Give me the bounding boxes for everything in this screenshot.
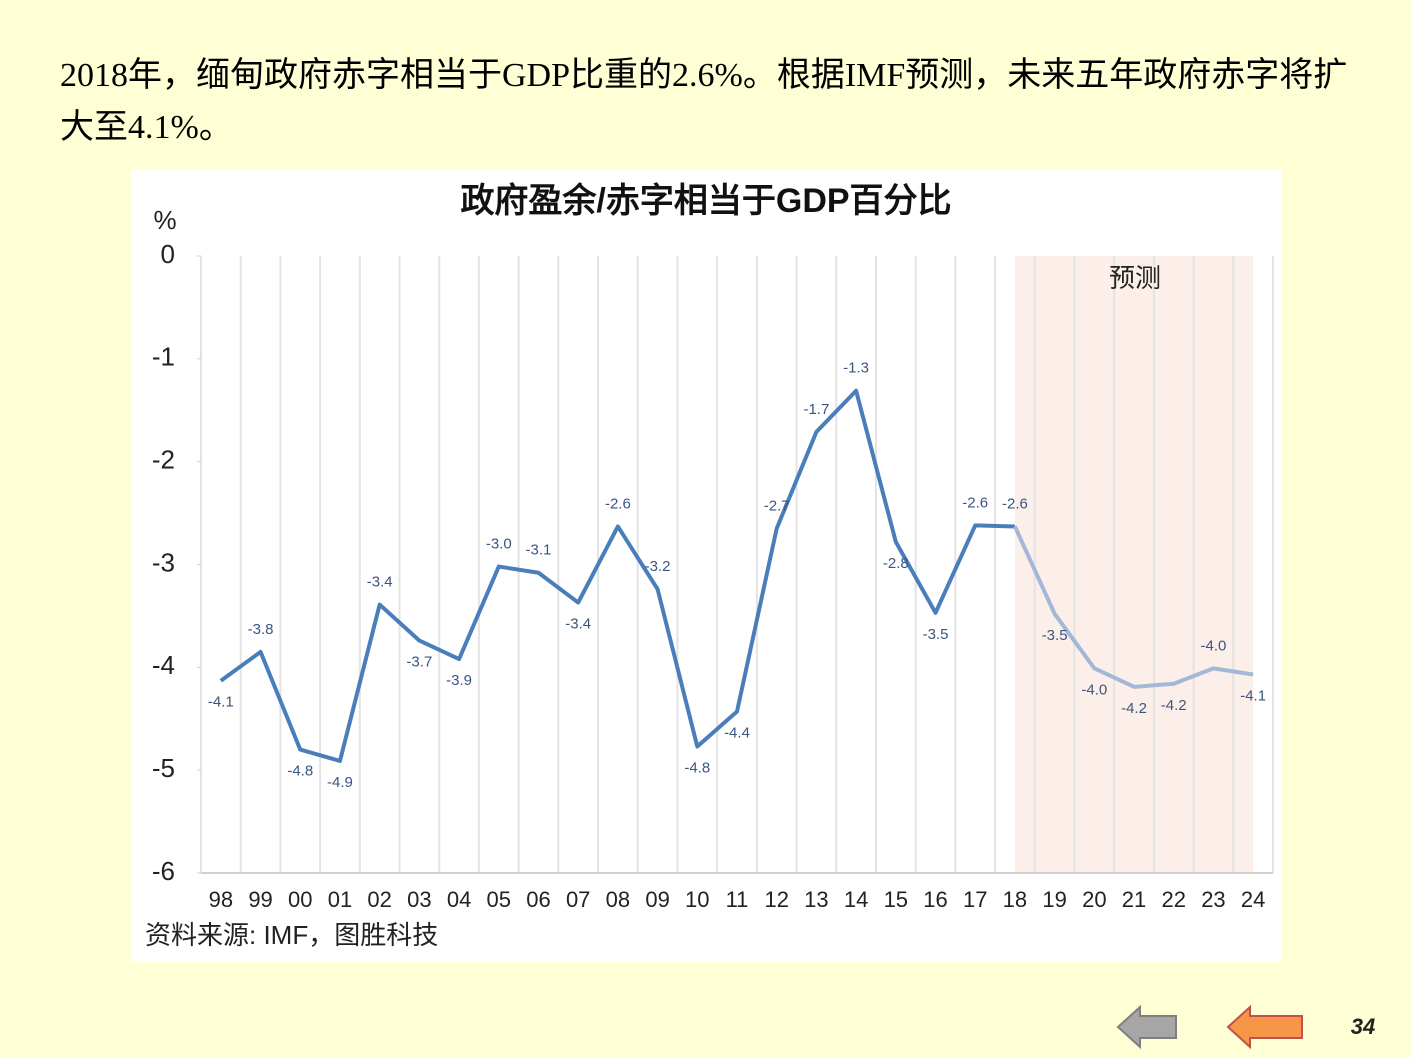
x-tick-label: 11 bbox=[726, 887, 749, 912]
line-actual bbox=[219, 388, 1015, 763]
y-tick-label: -6 bbox=[152, 856, 175, 886]
value-label: -1.7 bbox=[803, 401, 829, 418]
x-tick-label: 07 bbox=[566, 887, 590, 912]
value-label: -3.0 bbox=[486, 536, 512, 553]
x-tick-label: 03 bbox=[407, 887, 431, 912]
x-tick-label: 18 bbox=[1003, 887, 1027, 912]
heading: 2018年，缅甸政府赤字相当于GDP比重的2.6%。根据IMF预测，未来五年政府… bbox=[60, 57, 1348, 146]
x-tick-label: 06 bbox=[526, 887, 550, 912]
forecast-label: 预测 bbox=[1109, 263, 1161, 293]
x-tick-label: 00 bbox=[288, 887, 312, 912]
value-label: -4.1 bbox=[208, 694, 234, 711]
x-tick-label: 23 bbox=[1201, 887, 1225, 912]
x-tick-label: 05 bbox=[487, 887, 511, 912]
x-tick-label: 09 bbox=[645, 887, 669, 912]
value-label: -2.6 bbox=[962, 494, 988, 511]
y-tick-label: 0 bbox=[161, 239, 175, 269]
x-tick-label: 16 bbox=[923, 887, 947, 912]
value-label: -4.1 bbox=[1240, 688, 1266, 705]
y-tick-label: -3 bbox=[152, 547, 175, 577]
x-tick-label: 19 bbox=[1042, 887, 1066, 912]
value-label: -4.9 bbox=[327, 774, 353, 791]
x-tick-label: 02 bbox=[367, 887, 391, 912]
value-label: -4.8 bbox=[287, 763, 313, 780]
value-label: -3.4 bbox=[565, 616, 591, 633]
back-button[interactable] bbox=[1226, 1004, 1303, 1050]
y-tick-label: -2 bbox=[152, 445, 175, 475]
x-tick-label: 12 bbox=[764, 887, 788, 912]
x-tick-label: 20 bbox=[1082, 887, 1106, 912]
y-tick-label: -1 bbox=[152, 342, 175, 372]
value-label: -3.1 bbox=[526, 542, 552, 559]
x-tick-label: 08 bbox=[606, 887, 630, 912]
x-tick-label: 21 bbox=[1122, 887, 1146, 912]
x-tick-label: 10 bbox=[685, 887, 709, 912]
x-tick-label: 13 bbox=[804, 887, 828, 912]
value-label: -1.3 bbox=[843, 360, 869, 377]
x-tick-label: 24 bbox=[1241, 887, 1265, 912]
value-label: -3.7 bbox=[406, 654, 432, 671]
value-label: -4.8 bbox=[684, 759, 710, 776]
x-tick-label: 17 bbox=[963, 887, 987, 912]
value-label: -4.2 bbox=[1161, 697, 1187, 714]
value-label: -4.4 bbox=[724, 725, 750, 742]
x-tick-label: 15 bbox=[884, 887, 908, 912]
value-label: -3.4 bbox=[367, 574, 393, 591]
value-label: -4.2 bbox=[1121, 700, 1147, 717]
y-axis-label: % bbox=[153, 205, 176, 235]
prev-button[interactable] bbox=[1116, 1004, 1177, 1050]
value-label: -3.5 bbox=[1042, 627, 1068, 644]
value-label: -3.2 bbox=[645, 558, 671, 575]
forecast-region bbox=[1014, 256, 1254, 873]
x-tick-label: 98 bbox=[209, 887, 233, 912]
source-note: 资料来源: IMF，图胜科技 bbox=[145, 920, 438, 950]
value-label: -4.0 bbox=[1081, 681, 1107, 698]
value-label: -2.6 bbox=[1002, 495, 1028, 512]
y-tick-label: -4 bbox=[152, 650, 175, 680]
value-label: -3.9 bbox=[446, 672, 472, 689]
page-number: 34 bbox=[1351, 1014, 1375, 1039]
value-label: -2.8 bbox=[883, 555, 909, 572]
x-tick-label: 22 bbox=[1161, 887, 1185, 912]
line-forecast bbox=[1013, 525, 1254, 689]
value-label: -2.6 bbox=[605, 495, 631, 512]
x-tick-label: 04 bbox=[447, 887, 471, 912]
x-tick-label: 99 bbox=[248, 887, 272, 912]
value-label: -2.7 bbox=[764, 497, 790, 514]
x-tick-label: 14 bbox=[844, 887, 868, 912]
chart-title: 政府盈余/赤字相当于GDP百分比 bbox=[460, 181, 951, 220]
value-label: -3.5 bbox=[923, 626, 949, 643]
value-label: -3.8 bbox=[248, 621, 274, 638]
y-tick-label: -5 bbox=[152, 753, 175, 783]
x-tick-label: 01 bbox=[328, 887, 352, 912]
value-label: -4.0 bbox=[1201, 637, 1227, 654]
